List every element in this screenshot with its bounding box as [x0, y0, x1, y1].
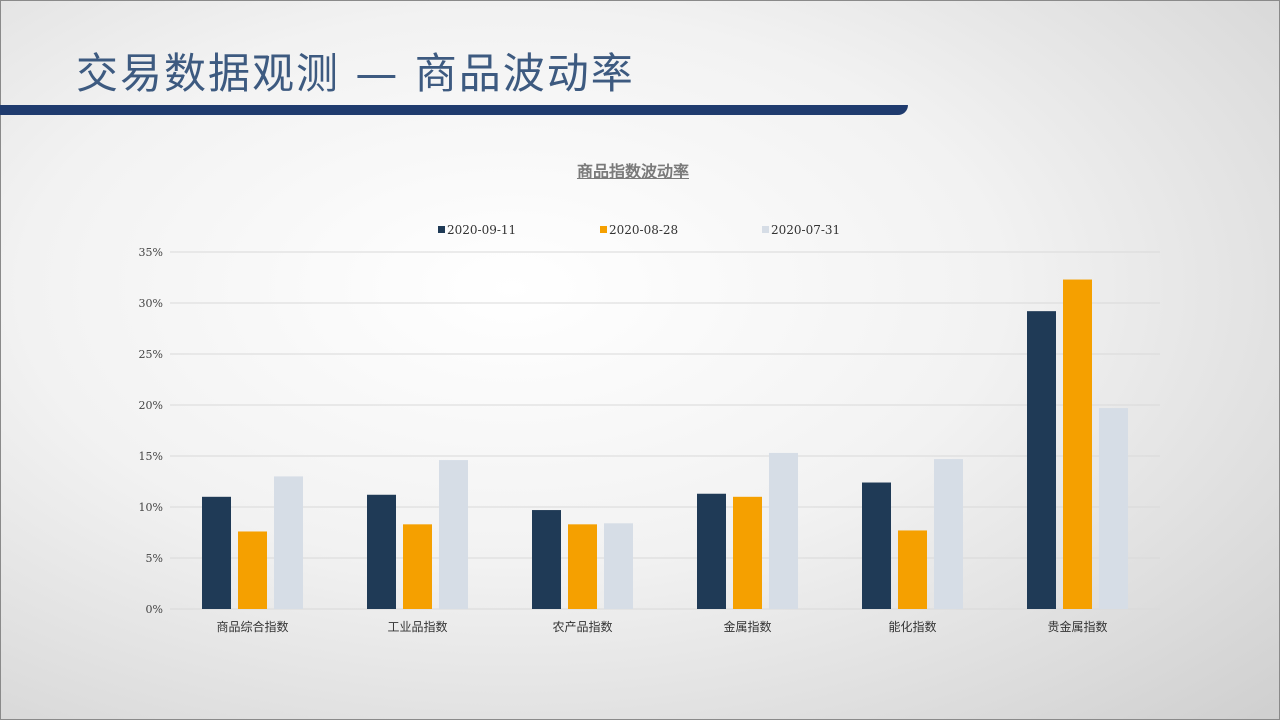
bar-2020-08-28	[898, 530, 927, 609]
bar-2020-08-28	[1063, 279, 1092, 609]
y-tick-label: 20%	[139, 399, 163, 412]
chart-title: 商品指数波动率	[576, 162, 689, 181]
legend-label: 2020-08-28	[609, 223, 678, 237]
x-tick-label: 金属指数	[723, 619, 771, 634]
y-tick-label: 35%	[139, 246, 163, 259]
y-tick-label: 0%	[146, 603, 163, 616]
y-tick-label: 15%	[139, 450, 163, 463]
legend-label: 2020-09-11	[447, 223, 516, 237]
bar-2020-07-31	[439, 460, 468, 609]
x-tick-label: 农产品指数	[552, 619, 612, 634]
bar-2020-08-28	[238, 531, 267, 609]
legend-swatch	[600, 226, 607, 233]
bar-2020-07-31	[769, 452, 798, 609]
x-tick-label: 贵金属指数	[1047, 619, 1107, 634]
title-underline-bar	[0, 105, 908, 115]
bar-2020-09-11	[1027, 311, 1056, 609]
x-tick-label: 商品综合指数	[216, 619, 288, 634]
bar-2020-09-11	[367, 494, 396, 609]
bar-2020-09-11	[697, 493, 726, 609]
bar-2020-07-31	[934, 459, 963, 609]
bar-2020-08-28	[403, 524, 432, 609]
x-tick-label: 工业品指数	[387, 619, 447, 634]
page-title: 交易数据观测 — 商品波动率	[76, 49, 635, 98]
y-tick-label: 30%	[139, 297, 163, 310]
bar-2020-07-31	[274, 476, 303, 609]
y-tick-label: 5%	[146, 552, 163, 565]
bar-2020-08-28	[568, 524, 597, 609]
y-tick-label: 10%	[139, 501, 163, 514]
legend-swatch	[762, 226, 769, 233]
legend-swatch	[438, 226, 445, 233]
bar-2020-07-31	[604, 523, 633, 609]
bar-2020-09-11	[202, 496, 231, 609]
legend-label: 2020-07-31	[771, 223, 840, 237]
y-tick-label: 25%	[139, 348, 163, 361]
bar-2020-09-11	[862, 482, 891, 609]
x-tick-label: 能化指数	[888, 619, 936, 634]
bar-2020-09-11	[532, 510, 561, 609]
bar-2020-08-28	[733, 496, 762, 609]
bar-2020-07-31	[1099, 408, 1128, 609]
